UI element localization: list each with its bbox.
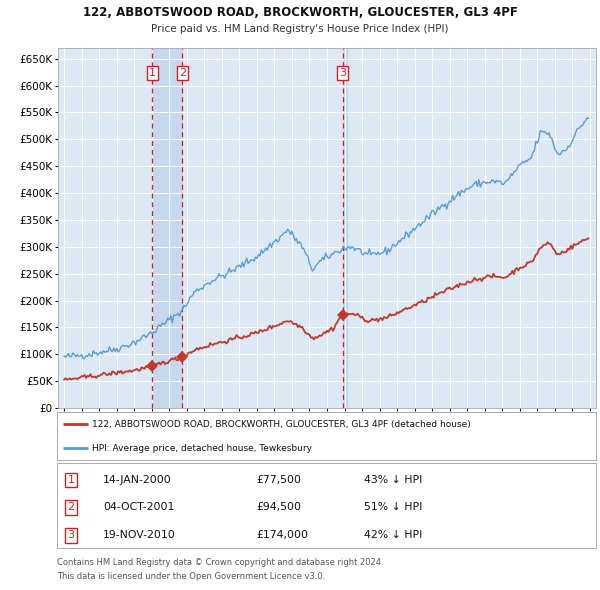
Text: 122, ABBOTSWOOD ROAD, BROCKWORTH, GLOUCESTER, GL3 4PF: 122, ABBOTSWOOD ROAD, BROCKWORTH, GLOUCE… — [83, 6, 517, 19]
Text: HPI: Average price, detached house, Tewkesbury: HPI: Average price, detached house, Tewk… — [92, 444, 312, 453]
Bar — [343, 48, 347, 408]
Text: 51% ↓ HPI: 51% ↓ HPI — [364, 502, 422, 512]
Text: 04-OCT-2001: 04-OCT-2001 — [103, 502, 174, 512]
Text: Price paid vs. HM Land Registry's House Price Index (HPI): Price paid vs. HM Land Registry's House … — [151, 24, 449, 34]
Text: 1: 1 — [149, 67, 156, 77]
Text: 2: 2 — [179, 67, 186, 77]
Text: 3: 3 — [68, 530, 74, 540]
Text: £77,500: £77,500 — [256, 475, 301, 485]
Text: This data is licensed under the Open Government Licence v3.0.: This data is licensed under the Open Gov… — [57, 572, 325, 581]
Text: 2: 2 — [67, 502, 74, 512]
Text: 1: 1 — [68, 475, 74, 485]
Text: 43% ↓ HPI: 43% ↓ HPI — [364, 475, 422, 485]
Text: Contains HM Land Registry data © Crown copyright and database right 2024.: Contains HM Land Registry data © Crown c… — [57, 558, 383, 567]
Text: £94,500: £94,500 — [256, 502, 301, 512]
Text: 3: 3 — [339, 67, 346, 77]
Bar — [152, 48, 182, 408]
Text: 19-NOV-2010: 19-NOV-2010 — [103, 530, 176, 540]
Text: £174,000: £174,000 — [256, 530, 308, 540]
Text: 14-JAN-2000: 14-JAN-2000 — [103, 475, 172, 485]
Text: 42% ↓ HPI: 42% ↓ HPI — [364, 530, 422, 540]
Text: 122, ABBOTSWOOD ROAD, BROCKWORTH, GLOUCESTER, GL3 4PF (detached house): 122, ABBOTSWOOD ROAD, BROCKWORTH, GLOUCE… — [92, 420, 471, 429]
